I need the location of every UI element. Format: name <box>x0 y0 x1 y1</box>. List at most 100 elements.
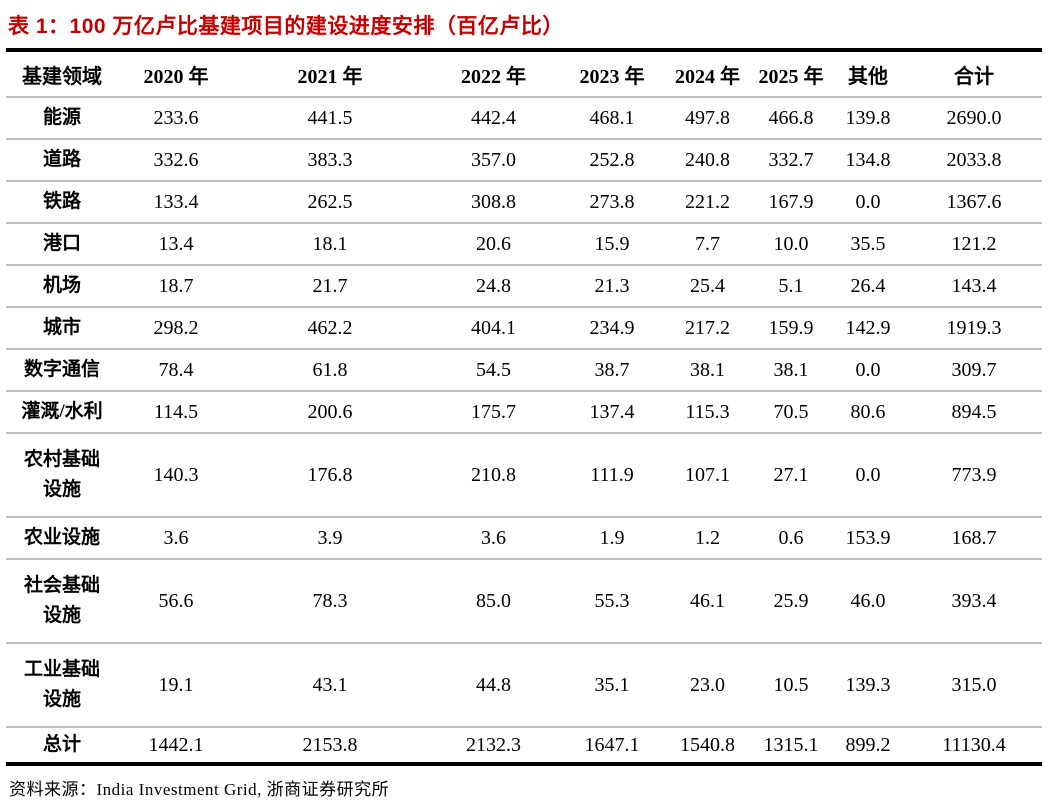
row-label: 工业基础 设施 <box>6 643 118 728</box>
table-row: 总计 1442.1 2153.8 2132.3 1647.1 1540.8 13… <box>6 727 1042 764</box>
cell-value: 221.2 <box>663 181 752 224</box>
cell-value: 25.4 <box>663 265 752 308</box>
cell-value: 315.0 <box>906 643 1042 728</box>
column-header-2024: 2024 年 <box>663 50 752 98</box>
cell-value: 38.1 <box>752 349 830 392</box>
row-label: 社会基础 设施 <box>6 559 118 644</box>
cell-value: 78.4 <box>118 349 234 392</box>
cell-value: 25.9 <box>752 559 830 644</box>
row-label: 铁路 <box>6 181 118 224</box>
cell-value: 54.5 <box>426 349 561 392</box>
cell-value: 20.6 <box>426 223 561 266</box>
cell-value: 18.7 <box>118 265 234 308</box>
row-label: 机场 <box>6 265 118 308</box>
column-header-sector: 基建领域 <box>6 50 118 98</box>
cell-value: 168.7 <box>906 517 1042 560</box>
cell-value: 114.5 <box>118 391 234 434</box>
cell-value: 0.0 <box>830 349 906 392</box>
column-header-other: 其他 <box>830 50 906 98</box>
table-row: 农村基础 设施 140.3 176.8 210.8 111.9 107.1 27… <box>6 433 1042 518</box>
cell-value: 78.3 <box>234 559 426 644</box>
cell-value: 139.3 <box>830 643 906 728</box>
table-row: 港口 13.4 18.1 20.6 15.9 7.7 10.0 35.5 121… <box>6 223 1042 266</box>
cell-value: 176.8 <box>234 433 426 518</box>
cell-value: 466.8 <box>752 97 830 140</box>
cell-value: 175.7 <box>426 391 561 434</box>
cell-value: 1.9 <box>561 517 663 560</box>
cell-value: 3.6 <box>118 517 234 560</box>
table-title: 表 1：100 万亿卢比基建项目的建设进度安排（百亿卢比） <box>8 15 564 38</box>
cell-value: 2033.8 <box>906 139 1042 182</box>
cell-value: 143.4 <box>906 265 1042 308</box>
cell-value: 80.6 <box>830 391 906 434</box>
row-label: 农村基础 设施 <box>6 433 118 518</box>
cell-value: 137.4 <box>561 391 663 434</box>
cell-value: 134.8 <box>830 139 906 182</box>
cell-value: 139.8 <box>830 97 906 140</box>
cell-value: 11130.4 <box>942 733 1006 756</box>
row-label: 总计 <box>42 733 81 755</box>
cell-value: 462.2 <box>234 307 426 350</box>
cell-value: 1919.3 <box>906 307 1042 350</box>
cell-value: 10.5 <box>752 643 830 728</box>
cell-value: 234.9 <box>561 307 663 350</box>
cell-value: 56.6 <box>118 559 234 644</box>
infrastructure-progress-table: 基建领域 2020 年 2021 年 2022 年 2023 年 2024 年 … <box>6 48 1042 766</box>
row-label: 道路 <box>6 139 118 182</box>
cell-value: 1.2 <box>663 517 752 560</box>
cell-value: 233.6 <box>118 97 234 140</box>
column-header-2023: 2023 年 <box>561 50 663 98</box>
cell-value: 0.0 <box>830 181 906 224</box>
cell-value: 46.0 <box>830 559 906 644</box>
cell-value: 899.2 <box>845 733 891 756</box>
cell-value: 15.9 <box>561 223 663 266</box>
cell-value: 217.2 <box>663 307 752 350</box>
cell-value: 21.7 <box>234 265 426 308</box>
cell-value: 3.6 <box>426 517 561 560</box>
cell-value: 273.8 <box>561 181 663 224</box>
cell-value: 262.5 <box>234 181 426 224</box>
table-row: 农业设施 3.6 3.9 3.6 1.9 1.2 0.6 153.9 168.7 <box>6 517 1042 560</box>
source-note: 资料来源：India Investment Grid, 浙商证券研究所 <box>9 780 390 799</box>
cell-value: 18.1 <box>234 223 426 266</box>
table-row: 铁路 133.4 262.5 308.8 273.8 221.2 167.9 0… <box>6 181 1042 224</box>
cell-value: 159.9 <box>752 307 830 350</box>
cell-value: 23.0 <box>663 643 752 728</box>
column-header-2020: 2020 年 <box>118 50 234 98</box>
table-row: 能源 233.6 441.5 442.4 468.1 497.8 466.8 1… <box>6 97 1042 140</box>
cell-value: 133.4 <box>118 181 234 224</box>
cell-value: 773.9 <box>906 433 1042 518</box>
cell-value: 38.1 <box>663 349 752 392</box>
table-row: 灌溉/水利 114.5 200.6 175.7 137.4 115.3 70.5… <box>6 391 1042 434</box>
cell-value: 497.8 <box>663 97 752 140</box>
cell-value: 153.9 <box>830 517 906 560</box>
column-header-2025: 2025 年 <box>752 50 830 98</box>
table-row: 城市 298.2 462.2 404.1 234.9 217.2 159.9 1… <box>6 307 1042 350</box>
cell-value: 21.3 <box>561 265 663 308</box>
column-header-2022: 2022 年 <box>426 50 561 98</box>
cell-value: 13.4 <box>118 223 234 266</box>
cell-value: 1647.1 <box>584 733 640 756</box>
cell-value: 0.0 <box>830 433 906 518</box>
cell-value: 140.3 <box>118 433 234 518</box>
cell-value: 142.9 <box>830 307 906 350</box>
cell-value: 2132.3 <box>466 733 521 756</box>
cell-value: 298.2 <box>118 307 234 350</box>
cell-value: 1315.1 <box>763 733 819 756</box>
cell-value: 441.5 <box>234 97 426 140</box>
cell-value: 0.6 <box>752 517 830 560</box>
cell-value: 61.8 <box>234 349 426 392</box>
row-label: 灌溉/水利 <box>6 391 118 434</box>
table-row: 社会基础 设施 56.6 78.3 85.0 55.3 46.1 25.9 46… <box>6 559 1042 644</box>
row-label: 能源 <box>6 97 118 140</box>
cell-value: 167.9 <box>752 181 830 224</box>
cell-value: 383.3 <box>234 139 426 182</box>
cell-value: 200.6 <box>234 391 426 434</box>
cell-value: 252.8 <box>561 139 663 182</box>
cell-value: 43.1 <box>234 643 426 728</box>
cell-value: 5.1 <box>752 265 830 308</box>
cell-value: 210.8 <box>426 433 561 518</box>
cell-value: 2153.8 <box>302 733 358 756</box>
cell-value: 27.1 <box>752 433 830 518</box>
